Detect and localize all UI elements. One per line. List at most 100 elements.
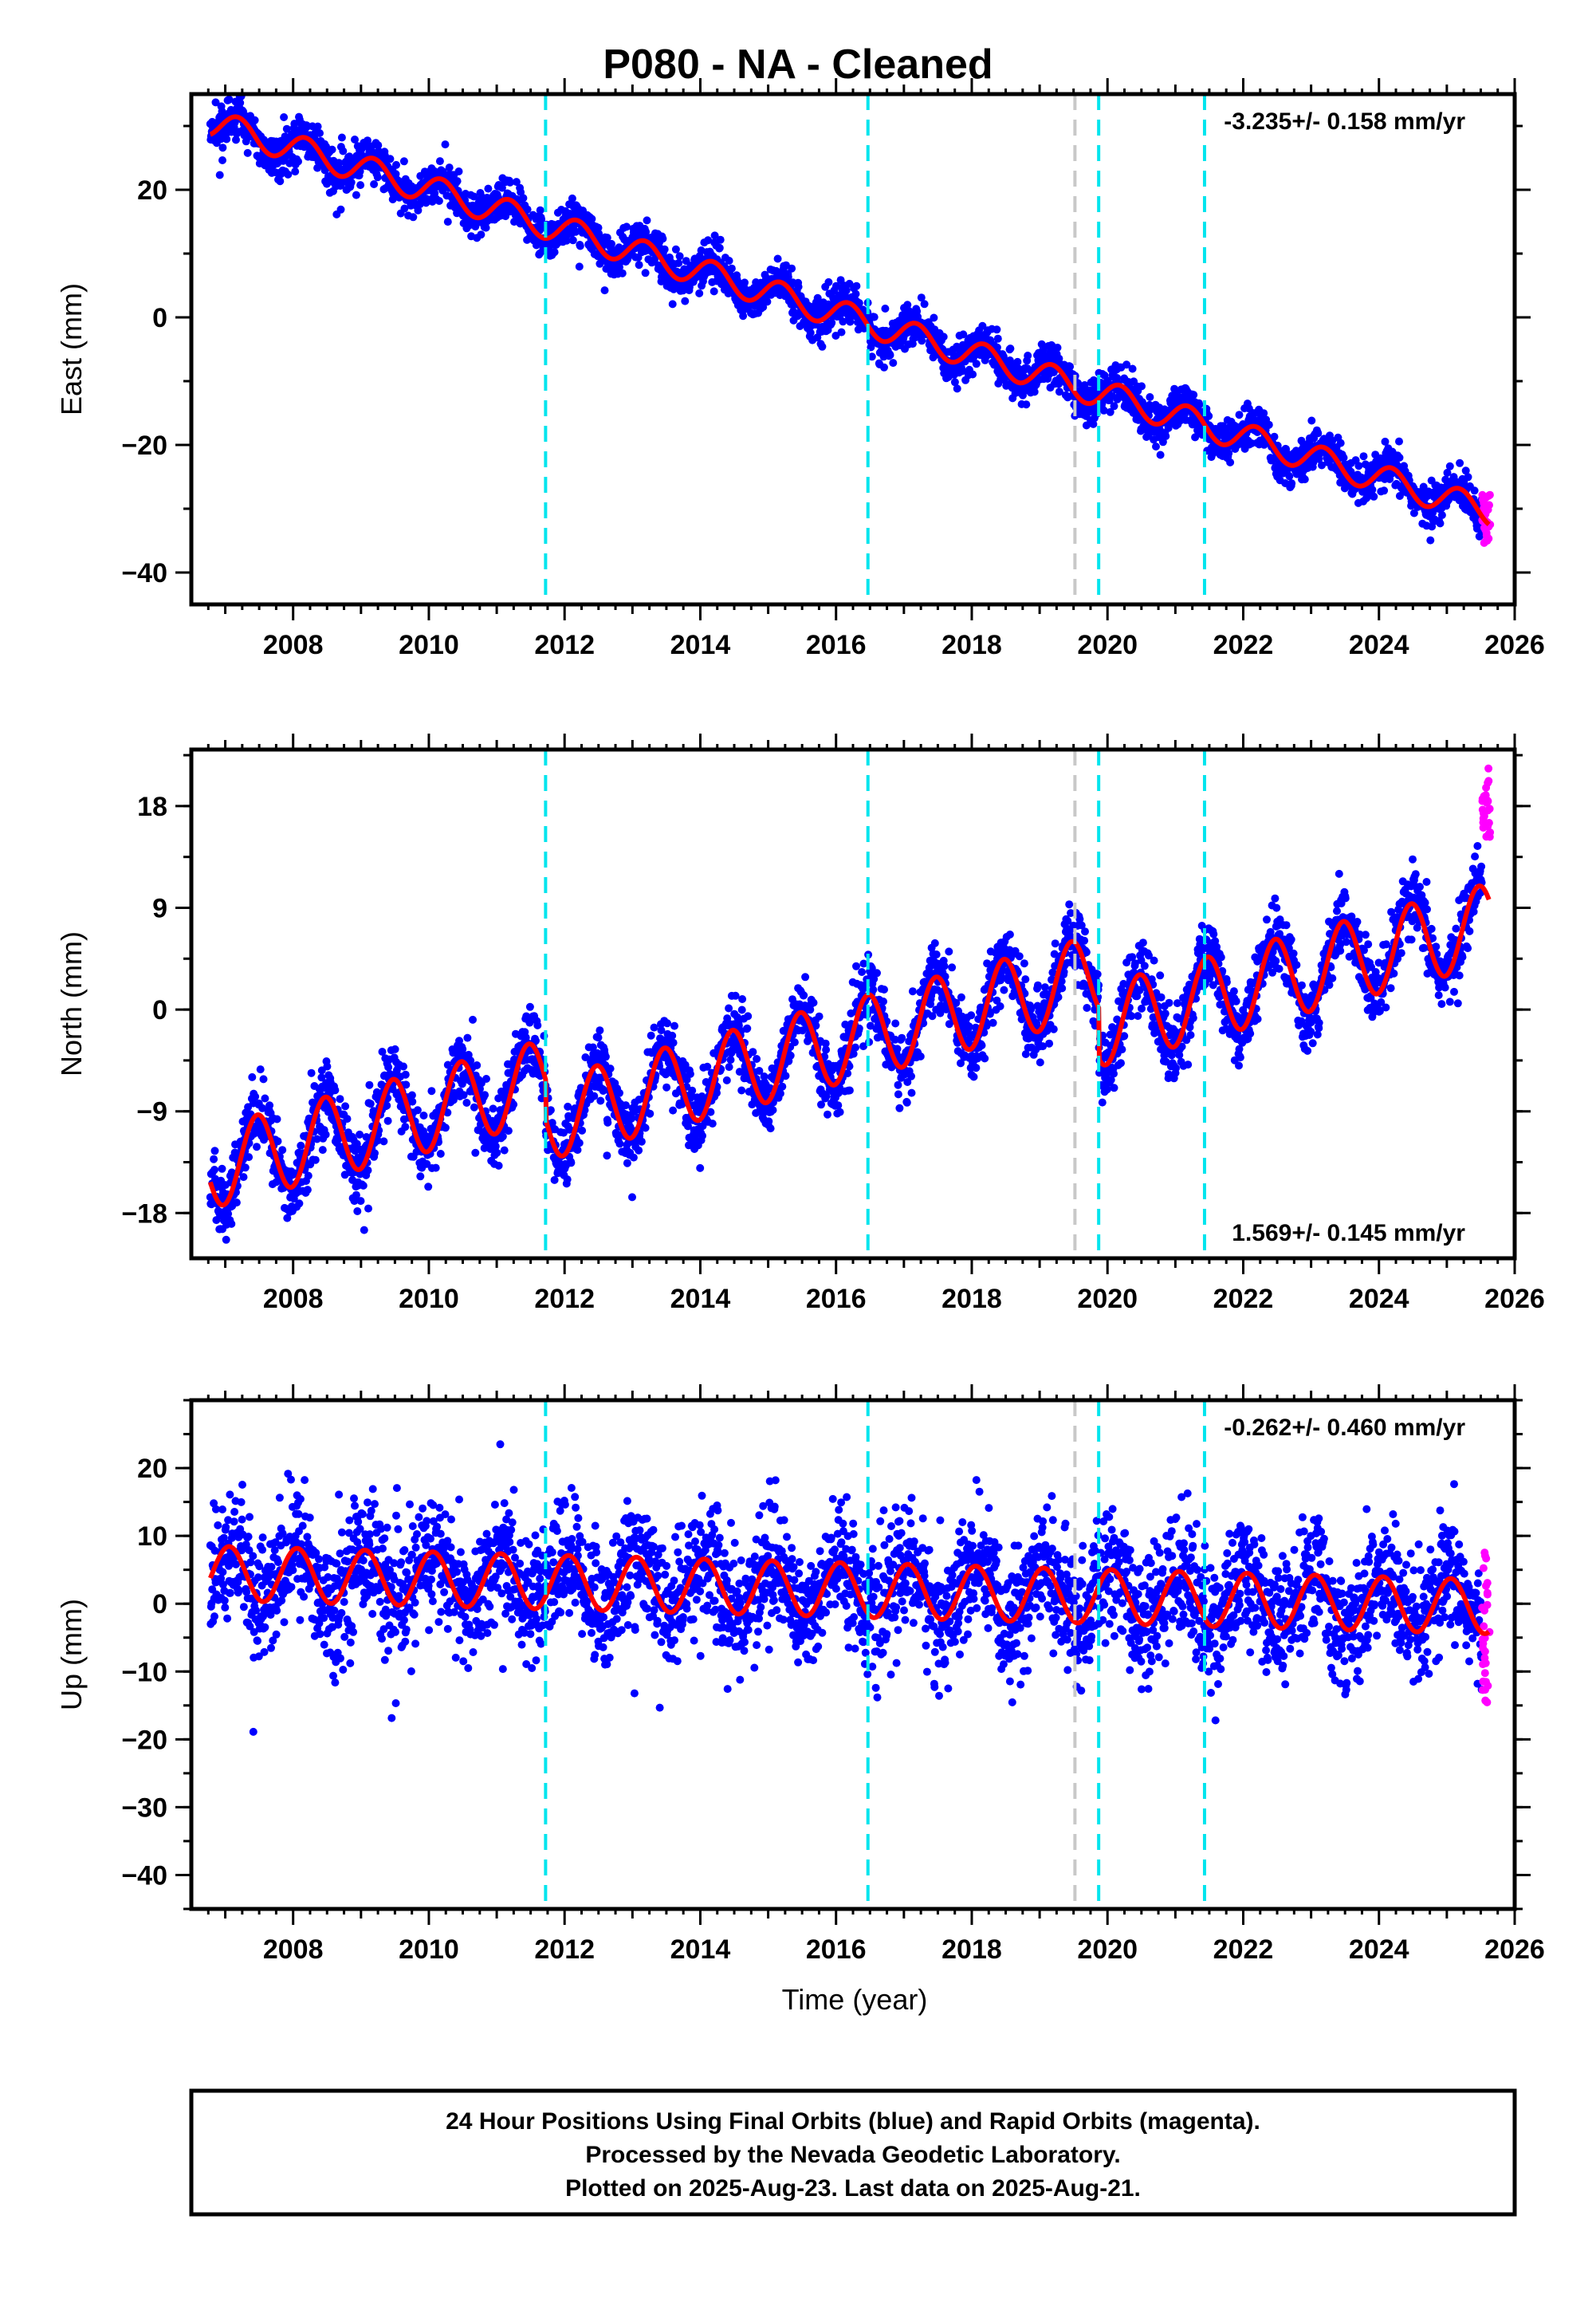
east-final-point (704, 236, 713, 245)
east-final-point (575, 262, 584, 271)
east-final-point (400, 204, 409, 213)
north-final-point (629, 1153, 638, 1162)
east-final-point (1395, 453, 1404, 462)
north-final-point (578, 1126, 587, 1135)
east-final-point (880, 363, 888, 372)
north-final-point (471, 1148, 480, 1157)
east-final-point (225, 95, 234, 104)
north-final-point (669, 1038, 678, 1047)
east-final-point (727, 264, 736, 273)
north-final-point (489, 1104, 497, 1113)
north-final-point (646, 1109, 655, 1118)
north-final-point (336, 1095, 344, 1104)
east-x-tick-label: 2014 (670, 630, 731, 660)
east-final-point (681, 297, 690, 305)
east-final-point (969, 370, 977, 379)
north-final-point (575, 1139, 584, 1147)
east-final-point (773, 254, 782, 263)
north-final-point (493, 1148, 501, 1157)
north-final-point (359, 1181, 368, 1190)
north-final-point (725, 1063, 733, 1072)
north-final-point (637, 1137, 646, 1146)
east-final-point (870, 313, 879, 321)
east-final-point (806, 329, 815, 337)
north-final-point (601, 1053, 610, 1061)
east-final-point (373, 173, 382, 182)
east-final-point (568, 194, 576, 203)
north-final-point (650, 1023, 658, 1032)
east-final-point (282, 124, 291, 133)
north-final-point (696, 1163, 705, 1172)
east-final-point (1314, 429, 1323, 438)
east-final-point (399, 157, 408, 166)
north-final-point (563, 1175, 572, 1184)
east-final-point (562, 236, 571, 245)
east-final-point (339, 147, 348, 155)
east-final-point (236, 99, 245, 107)
east-final-point (1370, 492, 1378, 501)
north-final-point (295, 1199, 304, 1208)
east-final-point (710, 231, 719, 240)
east-final-point (356, 181, 365, 190)
north-final-point (603, 1151, 611, 1160)
east-final-point (1380, 486, 1389, 495)
north-final-point (431, 1163, 440, 1172)
east-y-axis-label: East (mm) (55, 283, 88, 415)
north-final-point (210, 1147, 219, 1155)
north-final-point (641, 1124, 650, 1132)
east-final-point (572, 227, 580, 236)
east-final-point (454, 167, 463, 175)
east-final-point (230, 118, 239, 127)
north-final-point (222, 1235, 230, 1244)
east-final-point (536, 206, 544, 214)
east-final-point (1336, 439, 1345, 447)
north-final-point (383, 1116, 392, 1125)
east-final-point (930, 313, 938, 322)
north-final-point (356, 1197, 365, 1206)
north-final-point (401, 1070, 410, 1079)
east-rapid-point (1481, 494, 1490, 502)
north-panel: 2008 2010 2012 2014 2016 2018 2020 2022 2024 2026… (55, 734, 1545, 1314)
north-final-point (245, 1153, 254, 1162)
north-final-point (273, 1137, 282, 1146)
east-final-point (435, 157, 444, 166)
east-final-point (1030, 388, 1039, 396)
east-final-point (1225, 449, 1233, 458)
north-final-point (615, 1088, 623, 1097)
east-final-point (635, 261, 643, 270)
east-final-point (658, 234, 667, 243)
east-final-point (386, 155, 395, 163)
north-final-point (256, 1065, 265, 1074)
north-final-point (669, 1106, 678, 1115)
north-final-point (419, 1112, 428, 1120)
north-final-point (401, 1123, 410, 1131)
east-final-point (1445, 462, 1454, 470)
north-final-point (321, 1130, 330, 1139)
north-final-point (416, 1172, 425, 1181)
east-final-point (294, 157, 302, 166)
north-final-point (371, 1149, 379, 1158)
north-final-point (248, 1072, 257, 1081)
north-final-point (670, 1021, 678, 1030)
north-final-point (253, 1143, 261, 1151)
east-final-point (1128, 364, 1137, 373)
east-panel: 2008 2010 2012 2014 2016 2018 2020 2022 2024 2026… (55, 78, 1545, 660)
east-final-point (953, 384, 961, 393)
east-final-point (1359, 452, 1368, 461)
east-final-point (1395, 437, 1403, 446)
north-final-point (210, 1155, 218, 1163)
east-x-tick-label: 2018 (941, 630, 1002, 660)
north-final-point (688, 1086, 697, 1095)
east-final-point (668, 300, 677, 309)
north-final-point (364, 1166, 372, 1175)
east-final-point (335, 164, 344, 172)
east-final-point (1235, 411, 1244, 419)
north-final-point (470, 1103, 478, 1112)
east-final-point (364, 136, 371, 145)
east-final-point (993, 325, 1001, 334)
north-final-point (726, 1056, 735, 1065)
east-final-point (710, 287, 718, 296)
north-final-point (482, 1075, 490, 1083)
north-final-point (473, 1061, 482, 1069)
north-final-point (622, 1101, 630, 1110)
